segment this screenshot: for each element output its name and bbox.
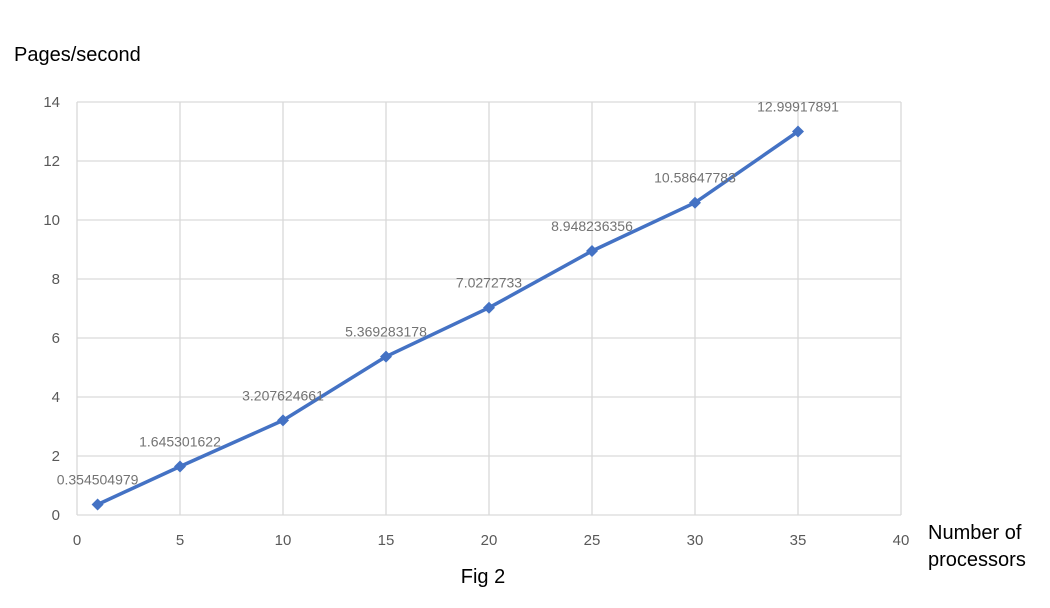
data-point-marker bbox=[586, 245, 598, 258]
data-label: 1.645301622 bbox=[139, 433, 221, 449]
data-label: 0.354504979 bbox=[57, 472, 139, 488]
series-line bbox=[95, 129, 800, 507]
data-labels: 0.354504979 1.645301622 3.207624661 5.36928… bbox=[57, 99, 839, 488]
y-axis-title: Pages/second bbox=[14, 44, 141, 66]
data-label: 12.99917891 bbox=[757, 99, 839, 115]
y-tick-label: 2 bbox=[52, 448, 60, 465]
series bbox=[91, 125, 804, 511]
data-label: 5.369283178 bbox=[345, 324, 427, 340]
data-point-marker bbox=[277, 414, 289, 427]
data-label: 3.207624661 bbox=[242, 387, 324, 403]
x-axis-title-line-1: Number of bbox=[928, 522, 1022, 544]
x-tick-label: 0 bbox=[73, 532, 81, 549]
x-tick-label: 15 bbox=[378, 532, 395, 549]
data-point-marker bbox=[91, 498, 104, 511]
y-tick-label: 8 bbox=[52, 271, 60, 288]
y-tick-label: 14 bbox=[43, 94, 60, 111]
x-tick-label: 25 bbox=[584, 532, 601, 549]
x-tick-label: 40 bbox=[893, 532, 910, 549]
x-tick-label: 30 bbox=[687, 532, 704, 549]
y-tick-label: 6 bbox=[52, 330, 60, 347]
y-tick-labels: 0 2 4 6 8 10 12 14 bbox=[43, 94, 60, 524]
figure-caption: Fig 2 bbox=[461, 566, 505, 588]
data-point-marker bbox=[792, 125, 804, 138]
y-tick-label: 4 bbox=[52, 389, 60, 406]
x-tick-label: 10 bbox=[275, 532, 292, 549]
data-label: 8.948236356 bbox=[551, 218, 633, 234]
y-tick-label: 12 bbox=[43, 153, 60, 170]
x-axis-title-line-2: processors bbox=[928, 549, 1026, 571]
y-tick-label: 0 bbox=[52, 507, 60, 524]
data-point-marker bbox=[380, 350, 392, 363]
data-label: 7.0272733 bbox=[456, 275, 522, 291]
x-tick-labels: 0 5 10 15 20 25 30 35 40 bbox=[73, 532, 910, 549]
x-tick-label: 20 bbox=[481, 532, 498, 549]
data-label: 10.58647783 bbox=[654, 170, 736, 186]
data-point-marker bbox=[483, 301, 495, 314]
data-point-marker bbox=[174, 460, 186, 473]
data-point-marker bbox=[689, 196, 701, 209]
y-tick-label: 10 bbox=[43, 212, 60, 229]
x-tick-label: 5 bbox=[176, 532, 184, 549]
x-tick-label: 35 bbox=[790, 532, 807, 549]
